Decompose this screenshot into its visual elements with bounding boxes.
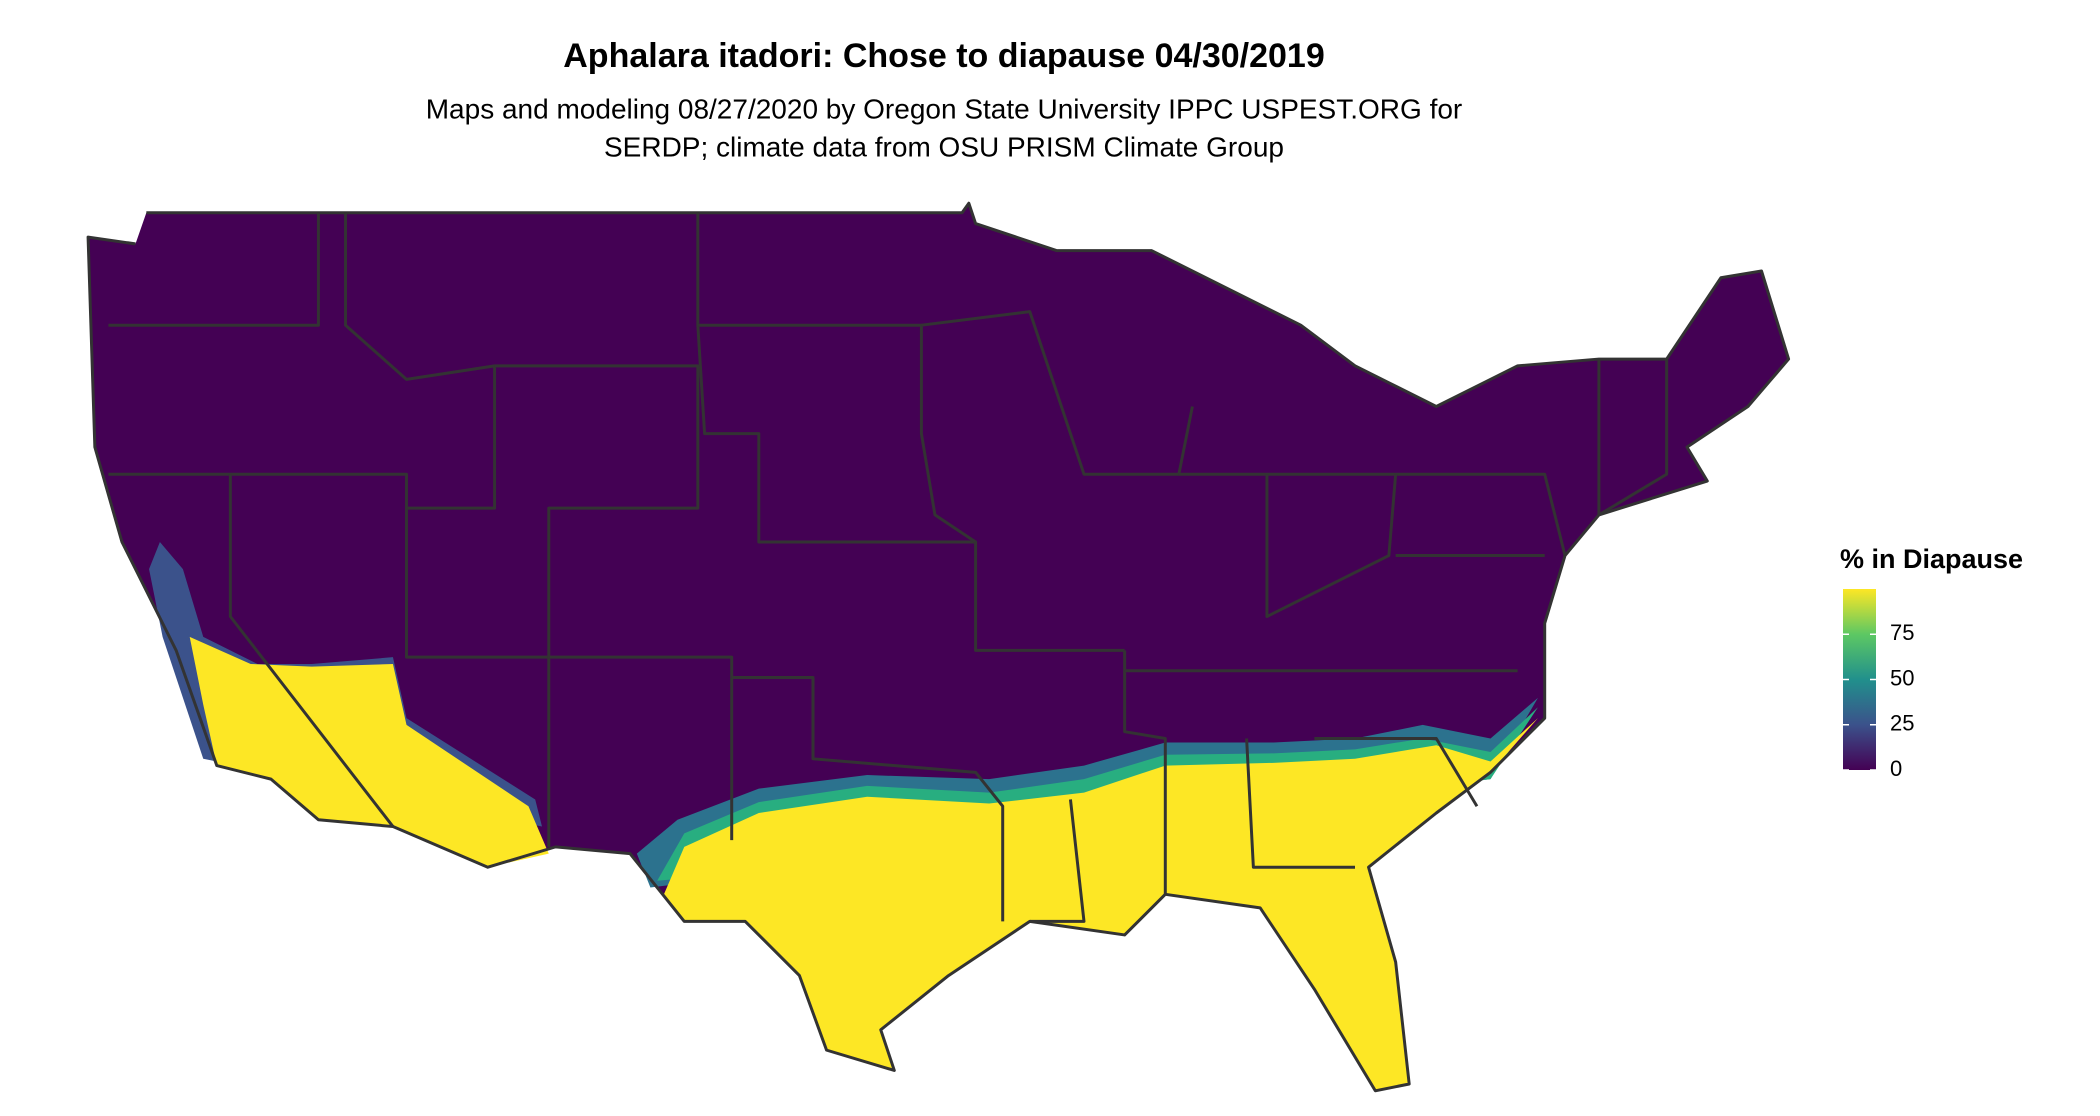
state-border [228, 474, 395, 828]
map-title: Aphalara itadori: Chose to diapause 04/3… [563, 37, 1325, 75]
legend-tick-label: 25 [1890, 711, 1914, 736]
map-subtitle: Maps and modeling 08/27/2020 by Oregon S… [426, 93, 1463, 124]
legend-tick-label: 0 [1890, 756, 1902, 781]
legend: % in Diapause 0 25 50 75 [1840, 544, 2023, 781]
legend-tick-label: 75 [1890, 620, 1914, 645]
state-border [731, 676, 1005, 922]
state-border [921, 310, 1194, 476]
state-border [108, 472, 551, 847]
legend-title: % in Diapause [1840, 544, 2023, 574]
state-border [1123, 650, 1167, 895]
land-high [189, 636, 549, 868]
us-map [86, 201, 1791, 1093]
state-border [1245, 738, 1356, 869]
state-border [1265, 474, 1398, 619]
state-border [108, 212, 320, 327]
state-border [1314, 736, 1479, 807]
state-border [86, 201, 1791, 1093]
state-border [1178, 472, 1567, 556]
state-border [696, 212, 1125, 652]
state-border [697, 323, 977, 544]
state-border [1029, 799, 1086, 923]
state-border [1597, 359, 1669, 517]
map-subtitle: SERDP; climate data from OSU PRISM Clima… [604, 131, 1284, 162]
state-border [344, 212, 497, 510]
legend-tick-label: 50 [1890, 665, 1914, 690]
state-border [494, 364, 734, 841]
